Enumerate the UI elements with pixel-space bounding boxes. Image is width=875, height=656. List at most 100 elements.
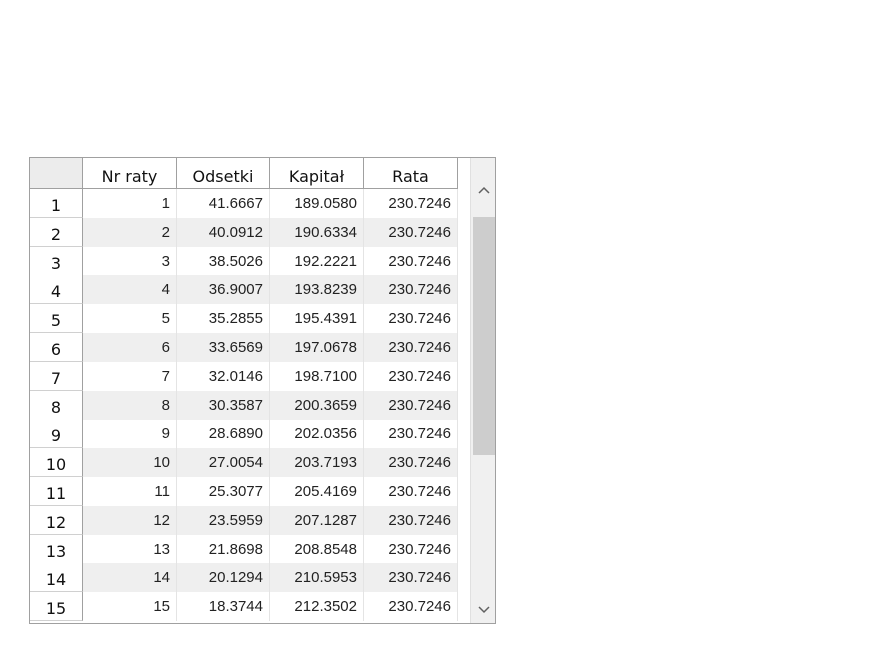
table-row[interactable]: 9 9 28.6890 202.0356 230.7246 [30,419,470,449]
cell-kapital[interactable]: 195.4391 [270,304,364,334]
table-row[interactable]: 12 12 23.5959 207.1287 230.7246 [30,505,470,535]
cell-rata[interactable]: 230.7246 [364,246,458,276]
cell-nr-raty[interactable]: 15 [83,592,177,622]
cell-kapital[interactable]: 197.0678 [270,333,364,362]
cell-kapital[interactable]: 189.0580 [270,189,364,218]
cell-kapital[interactable]: 190.6334 [270,217,364,247]
corner-cell[interactable] [30,158,83,189]
cell-kapital[interactable]: 192.2221 [270,246,364,276]
cell-nr-raty[interactable]: 4 [83,275,177,305]
table-row[interactable]: 3 3 38.5026 192.2221 230.7246 [30,246,470,276]
cell-rata[interactable]: 230.7246 [364,419,458,449]
row-header[interactable]: 13 [30,534,83,564]
row-header[interactable]: 15 [30,592,83,622]
cell-rata[interactable]: 230.7246 [364,217,458,247]
column-header-rata[interactable]: Rata [364,158,458,189]
row-header[interactable]: 1 [30,189,83,218]
cell-rata[interactable]: 230.7246 [364,361,458,391]
cell-kapital[interactable]: 203.7193 [270,448,364,478]
cell-kapital[interactable]: 210.5953 [270,563,364,593]
table-row[interactable]: 11 11 25.3077 205.4169 230.7246 [30,477,470,506]
column-header-kapital[interactable]: Kapitał [270,158,364,189]
cell-kapital[interactable]: 200.3659 [270,390,364,420]
row-header[interactable]: 6 [30,333,83,362]
row-header[interactable]: 10 [30,448,83,478]
column-header-nr-raty[interactable]: Nr raty [83,158,177,189]
cell-odsetki[interactable]: 20.1294 [177,563,270,593]
cell-odsetki[interactable]: 35.2855 [177,304,270,334]
cell-nr-raty[interactable]: 2 [83,217,177,247]
cell-odsetki[interactable]: 27.0054 [177,448,270,478]
row-header[interactable]: 5 [30,304,83,334]
cell-nr-raty[interactable]: 5 [83,304,177,334]
row-header[interactable]: 14 [30,563,83,593]
table-row[interactable]: 10 10 27.0054 203.7193 230.7246 [30,448,470,478]
cell-nr-raty[interactable]: 6 [83,333,177,362]
cell-rata[interactable]: 230.7246 [364,563,458,593]
table-row[interactable]: 8 8 30.3587 200.3659 230.7246 [30,390,470,420]
cell-rata[interactable]: 230.7246 [364,333,458,362]
cell-nr-raty[interactable]: 8 [83,390,177,420]
cell-nr-raty[interactable]: 10 [83,448,177,478]
column-header-odsetki[interactable]: Odsetki [177,158,270,189]
cell-odsetki[interactable]: 23.5959 [177,505,270,535]
table-row[interactable]: 14 14 20.1294 210.5953 230.7246 [30,563,470,593]
cell-odsetki[interactable]: 28.6890 [177,419,270,449]
cell-rata[interactable]: 230.7246 [364,448,458,478]
cell-odsetki[interactable]: 30.3587 [177,390,270,420]
cell-rata[interactable]: 230.7246 [364,592,458,622]
row-header[interactable]: 7 [30,361,83,391]
cell-odsetki[interactable]: 21.8698 [177,534,270,564]
row-header[interactable]: 2 [30,217,83,247]
table-row[interactable]: 13 13 21.8698 208.8548 230.7246 [30,534,470,564]
table-row[interactable]: 4 4 36.9007 193.8239 230.7246 [30,275,470,305]
table-row[interactable]: 5 5 35.2855 195.4391 230.7246 [30,304,470,334]
vertical-scrollbar[interactable] [470,158,495,623]
cell-nr-raty[interactable]: 11 [83,477,177,506]
cell-kapital[interactable]: 207.1287 [270,505,364,535]
cell-nr-raty[interactable]: 12 [83,505,177,535]
cell-rata[interactable]: 230.7246 [364,534,458,564]
cell-odsetki[interactable]: 41.6667 [177,189,270,218]
cell-odsetki[interactable]: 36.9007 [177,275,270,305]
cell-rata[interactable]: 230.7246 [364,477,458,506]
scrollbar-thumb[interactable] [473,217,495,455]
cell-rata[interactable]: 230.7246 [364,275,458,305]
cell-kapital[interactable]: 212.3502 [270,592,364,622]
cell-nr-raty[interactable]: 1 [83,189,177,218]
cell-odsetki[interactable]: 33.6569 [177,333,270,362]
table-row[interactable]: 7 7 32.0146 198.7100 230.7246 [30,361,470,391]
cell-rata[interactable]: 230.7246 [364,189,458,218]
cell-kapital[interactable]: 193.8239 [270,275,364,305]
cell-kapital[interactable]: 205.4169 [270,477,364,506]
cell-rata[interactable]: 230.7246 [364,390,458,420]
table-row[interactable]: 6 6 33.6569 197.0678 230.7246 [30,333,470,362]
table-row[interactable]: 15 15 18.3744 212.3502 230.7246 [30,592,470,622]
cell-nr-raty[interactable]: 13 [83,534,177,564]
table-row[interactable]: 1 1 41.6667 189.0580 230.7246 [30,189,470,218]
row-header[interactable]: 11 [30,477,83,506]
row-header[interactable]: 4 [30,275,83,305]
row-header[interactable]: 3 [30,246,83,276]
cell-rata[interactable]: 230.7246 [364,304,458,334]
row-header[interactable]: 8 [30,390,83,420]
cell-nr-raty[interactable]: 9 [83,419,177,449]
cell-odsetki[interactable]: 38.5026 [177,246,270,276]
cell-kapital[interactable]: 208.8548 [270,534,364,564]
row-header[interactable]: 9 [30,419,83,449]
cell-rata[interactable]: 230.7246 [364,505,458,535]
cell-odsetki[interactable]: 18.3744 [177,592,270,622]
table-row[interactable]: 2 2 40.0912 190.6334 230.7246 [30,217,470,247]
row-header[interactable]: 12 [30,505,83,535]
cell-kapital[interactable]: 198.7100 [270,361,364,391]
cell-nr-raty[interactable]: 7 [83,361,177,391]
cell-nr-raty[interactable]: 14 [83,563,177,593]
cell-kapital[interactable]: 202.0356 [270,419,364,449]
cell-odsetki[interactable]: 32.0146 [177,361,270,391]
cell-odsetki[interactable]: 40.0912 [177,217,270,247]
cell-odsetki[interactable]: 25.3077 [177,477,270,506]
chevron-up-icon[interactable] [471,180,495,200]
chevron-down-icon[interactable] [471,600,495,620]
installment-table[interactable]: Nr raty Odsetki Kapitał Rata 1 1 41.6667 18… [29,157,496,624]
cell-nr-raty[interactable]: 3 [83,246,177,276]
